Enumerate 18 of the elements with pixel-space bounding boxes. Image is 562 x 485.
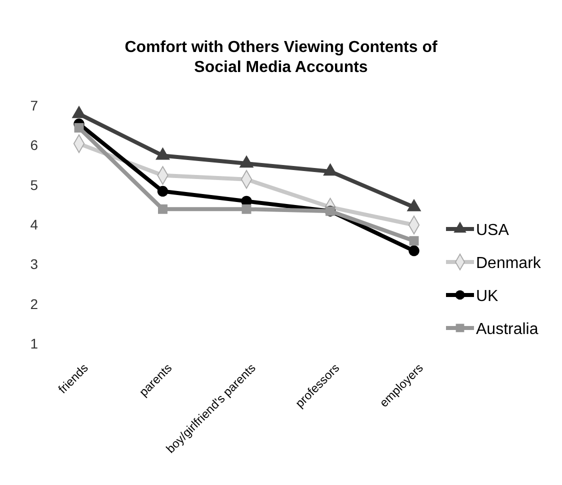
y-tick-label: 3 xyxy=(30,256,38,272)
legend-label: Denmark xyxy=(476,254,542,272)
y-tick-label: 5 xyxy=(30,176,38,193)
point xyxy=(242,204,252,214)
legend-label: USA xyxy=(476,222,510,239)
point xyxy=(409,236,419,246)
y-tick-label: 1 xyxy=(30,335,38,352)
y-tick-label: 7 xyxy=(30,97,38,114)
legend-label: Australia xyxy=(476,320,538,338)
point xyxy=(157,186,168,197)
y-tick-label: 2 xyxy=(30,296,38,312)
point xyxy=(408,245,420,256)
y-tick-label: 4 xyxy=(30,216,38,232)
chart-title: Comfort with Others Viewing Contents of Social Media Accounts xyxy=(124,39,438,76)
point xyxy=(74,123,84,133)
y-tick-label: 6 xyxy=(30,137,38,154)
point xyxy=(158,204,168,214)
legend-label: UK xyxy=(476,288,499,305)
